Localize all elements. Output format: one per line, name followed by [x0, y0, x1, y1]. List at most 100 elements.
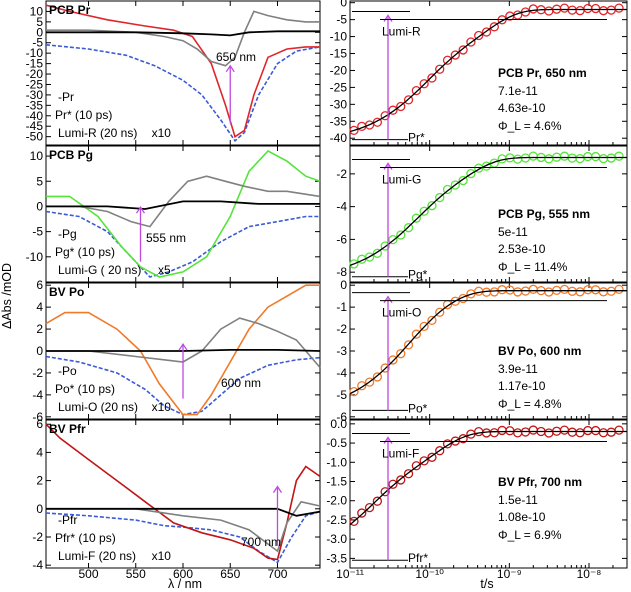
data-point: [528, 151, 538, 161]
data-point: [380, 363, 390, 373]
data-point: [419, 206, 429, 216]
y-tick-label: -1.5: [326, 475, 347, 489]
legend-ground: -Pg: [58, 227, 77, 241]
data-point: [364, 377, 375, 387]
data-point: [575, 153, 585, 164]
y-tick-label: -3.5: [326, 551, 347, 565]
data-point: [528, 425, 538, 435]
data-point: [497, 285, 507, 295]
y-tick-label: 5: [36, 174, 43, 188]
kinetic-title: PCB Pr, 650 nm: [498, 66, 587, 80]
y-tick-label: -6: [336, 410, 347, 424]
data-point: [590, 425, 601, 436]
data-point: [567, 427, 577, 437]
data-point: [403, 223, 414, 233]
kinetics-frame: [349, 282, 628, 420]
legend-lumi: Lumi-R (20 ns): [58, 126, 137, 140]
legend-excited: Pr* (10 ps): [55, 108, 112, 122]
data-point: [606, 427, 616, 437]
y-tick-label: -3: [336, 344, 347, 358]
y-tick-label: -10: [26, 46, 44, 60]
data-point: [614, 284, 624, 295]
y-tick-label: -5: [32, 36, 43, 50]
y-tick-label: -4: [32, 558, 43, 572]
y-tick-label: -2: [336, 167, 347, 181]
tau2: 1.17e-10: [498, 379, 546, 393]
series-Pr: [45, 44, 321, 142]
y-tick-label: -0.5: [326, 436, 347, 450]
kinetic-title: BV Pfr, 700 nm: [498, 475, 582, 489]
y-tick-label: -5: [32, 225, 43, 239]
data-point: [505, 426, 515, 436]
data-point: [583, 151, 593, 162]
data-point: [544, 154, 554, 164]
data-point: [583, 425, 593, 436]
data-point: [427, 452, 437, 462]
panel-title: BV Po: [49, 285, 84, 299]
data-point: [427, 315, 437, 326]
spectra-frame: [45, 145, 321, 283]
data-point: [489, 22, 499, 32]
x-tick-label: 650: [220, 567, 240, 581]
data-point: [396, 101, 406, 112]
data-point: [583, 285, 593, 295]
data-point: [396, 349, 406, 359]
series-Lumi-O: [46, 317, 321, 369]
data-point: [614, 425, 624, 435]
data-point: [435, 446, 445, 456]
data-point: [614, 3, 624, 13]
series-Po*: [45, 284, 320, 416]
series-Lumi-R: [46, 10, 320, 67]
tau1: 3.9e-11: [498, 362, 538, 376]
y-tick-label: -25: [26, 77, 44, 91]
y-tick-label: 0: [36, 25, 43, 39]
data-point: [364, 120, 375, 130]
legend-ground: -Pr: [58, 90, 74, 104]
arrow-head: [135, 206, 146, 214]
data-point: [598, 287, 609, 297]
y-tick-label: -10: [26, 250, 44, 264]
data-point: [411, 85, 421, 96]
data-point: [411, 329, 421, 339]
legend-lumi: Lumi-G ( 20 ns): [58, 263, 141, 277]
data-point: [349, 386, 359, 397]
data-point: [575, 428, 585, 438]
y-tick-label: -35: [26, 98, 44, 112]
data-point: [598, 428, 609, 438]
y-tick-label: 0: [36, 344, 43, 358]
data-point: [411, 213, 421, 223]
data-point: [481, 27, 492, 37]
arrow-label: 555 nm: [146, 231, 186, 245]
y-tick-label: -5: [336, 388, 347, 402]
series-Pr*: [45, 4, 320, 138]
data-point: [388, 105, 398, 115]
data-point: [544, 428, 554, 438]
data-point: [372, 496, 383, 506]
y-tick-label: -50: [26, 130, 44, 144]
kinetics-frame: [349, 419, 628, 569]
y-tick-label: -8: [336, 265, 347, 279]
y-tick-label: -1: [336, 300, 347, 314]
panel-title: PCB Pr: [49, 3, 91, 17]
data-point: [614, 151, 624, 161]
y-tick-label: 10: [30, 149, 44, 163]
data-point: [559, 284, 570, 295]
data-point: [349, 516, 359, 527]
series-black: [46, 507, 321, 517]
y-tick-label: 0: [36, 502, 43, 516]
y-tick-label: 2: [36, 474, 43, 488]
legend-excited: Pg* (10 ps): [55, 245, 115, 259]
y-tick-label: -20: [330, 63, 348, 77]
y-tick-label: -3.0: [326, 532, 347, 546]
y-tick-label: 4: [36, 445, 43, 459]
y-tick-label: -2: [336, 322, 347, 336]
data-point: [435, 307, 445, 317]
x-axis-label-kinetics: t/s: [480, 577, 493, 591]
y-tick-label: -5: [336, 13, 347, 27]
fit-line: [349, 156, 627, 267]
arrow-head: [225, 64, 235, 73]
data-point: [364, 252, 375, 262]
data-point: [528, 4, 538, 14]
data-point: [419, 79, 429, 89]
y-tick-label: -4: [336, 366, 347, 380]
